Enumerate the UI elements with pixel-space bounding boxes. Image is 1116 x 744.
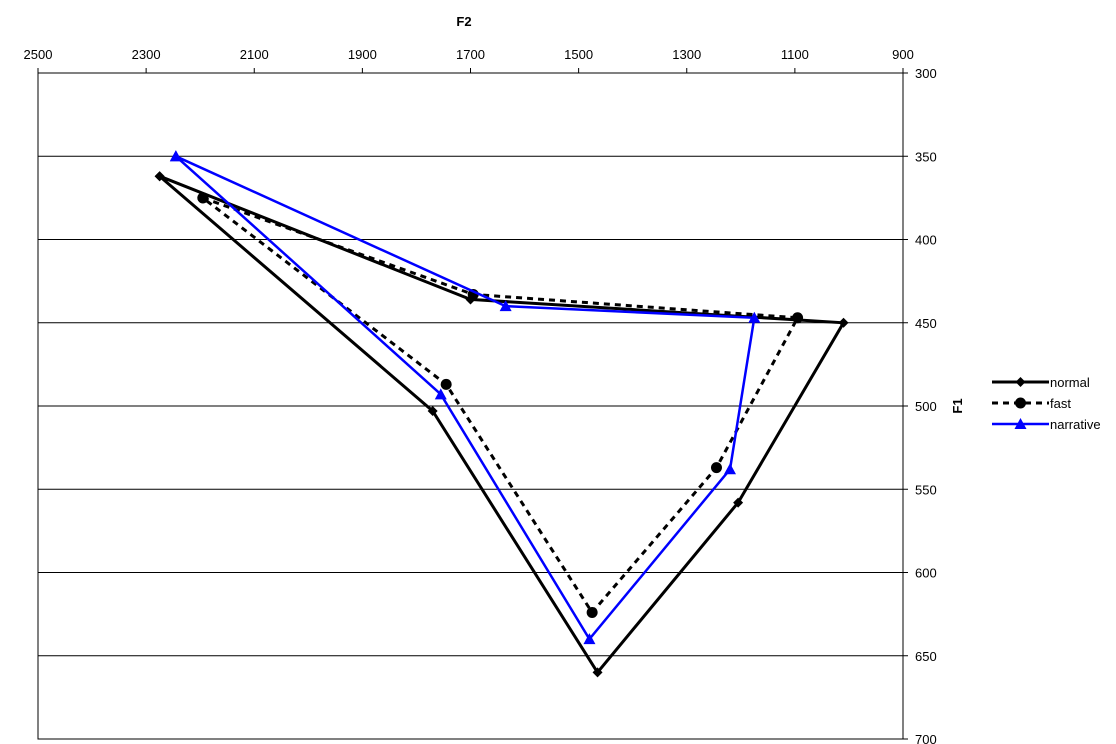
data-point-narrative <box>434 388 447 400</box>
y-tick-label: 400 <box>915 233 937 248</box>
y-tick-label: 700 <box>915 732 937 744</box>
legend-item-normal: normal <box>992 375 1090 390</box>
data-point-narrative <box>583 633 596 645</box>
data-point-normal <box>733 497 744 508</box>
x-tick-label: 2500 <box>24 47 53 62</box>
legend-marker <box>1014 418 1027 429</box>
data-point-narrative <box>724 463 736 475</box>
series-layer <box>154 150 849 678</box>
data-point-normal <box>592 667 603 678</box>
y-tick-label: 600 <box>915 566 937 581</box>
x-tick-label: 1100 <box>781 47 809 62</box>
x-tick-label: 2100 <box>240 47 269 62</box>
data-point-normal <box>838 317 849 328</box>
legend-marker <box>1015 377 1026 387</box>
data-point-fast <box>197 192 209 204</box>
x-tick-label: 1900 <box>348 47 377 62</box>
x-tick-label: 1500 <box>564 47 593 62</box>
x-tick-label: 1300 <box>672 47 701 62</box>
legend-marker <box>1015 397 1026 409</box>
y-tick-label: 650 <box>915 649 937 664</box>
x-axis-ticks: 2500 2300 2100 1900 1700 1500 1300 1100 900 <box>24 47 914 73</box>
data-point-normal <box>427 405 438 416</box>
y-tick-label: 350 <box>915 149 937 164</box>
data-point-narrative <box>748 311 761 323</box>
data-point-fast <box>586 606 598 618</box>
data-point-fast <box>792 312 804 324</box>
series-narrative <box>169 150 761 645</box>
data-point-narrative <box>499 300 512 312</box>
legend-item-fast: fast <box>992 396 1071 411</box>
data-point-fast <box>710 462 722 474</box>
data-point-fast <box>440 378 452 390</box>
x-tick-label: 1700 <box>456 47 485 62</box>
y-axis-title: F1 <box>950 398 965 413</box>
y-tick-label: 300 <box>915 66 937 81</box>
legend: normal fast narrative <box>992 375 1101 432</box>
grid-lines <box>38 155 903 657</box>
legend-label: narrative <box>1050 417 1101 432</box>
data-point-narrative <box>169 150 182 162</box>
legend-item-narrative: narrative <box>992 417 1101 432</box>
x-axis-title: F2 <box>456 14 471 29</box>
x-tick-label: 900 <box>892 47 914 62</box>
legend-label: fast <box>1050 396 1071 411</box>
y-tick-label: 550 <box>915 482 937 497</box>
legend-label: normal <box>1050 375 1090 390</box>
y-tick-label: 500 <box>915 399 937 414</box>
series-fast <box>197 192 804 618</box>
series-normal <box>154 171 849 678</box>
y-tick-label: 450 <box>915 316 937 331</box>
data-point-normal <box>154 171 165 182</box>
y-axis-ticks: 300 350 400 450 500 550 600 650 700 <box>903 66 937 744</box>
x-tick-label: 2300 <box>132 47 161 62</box>
